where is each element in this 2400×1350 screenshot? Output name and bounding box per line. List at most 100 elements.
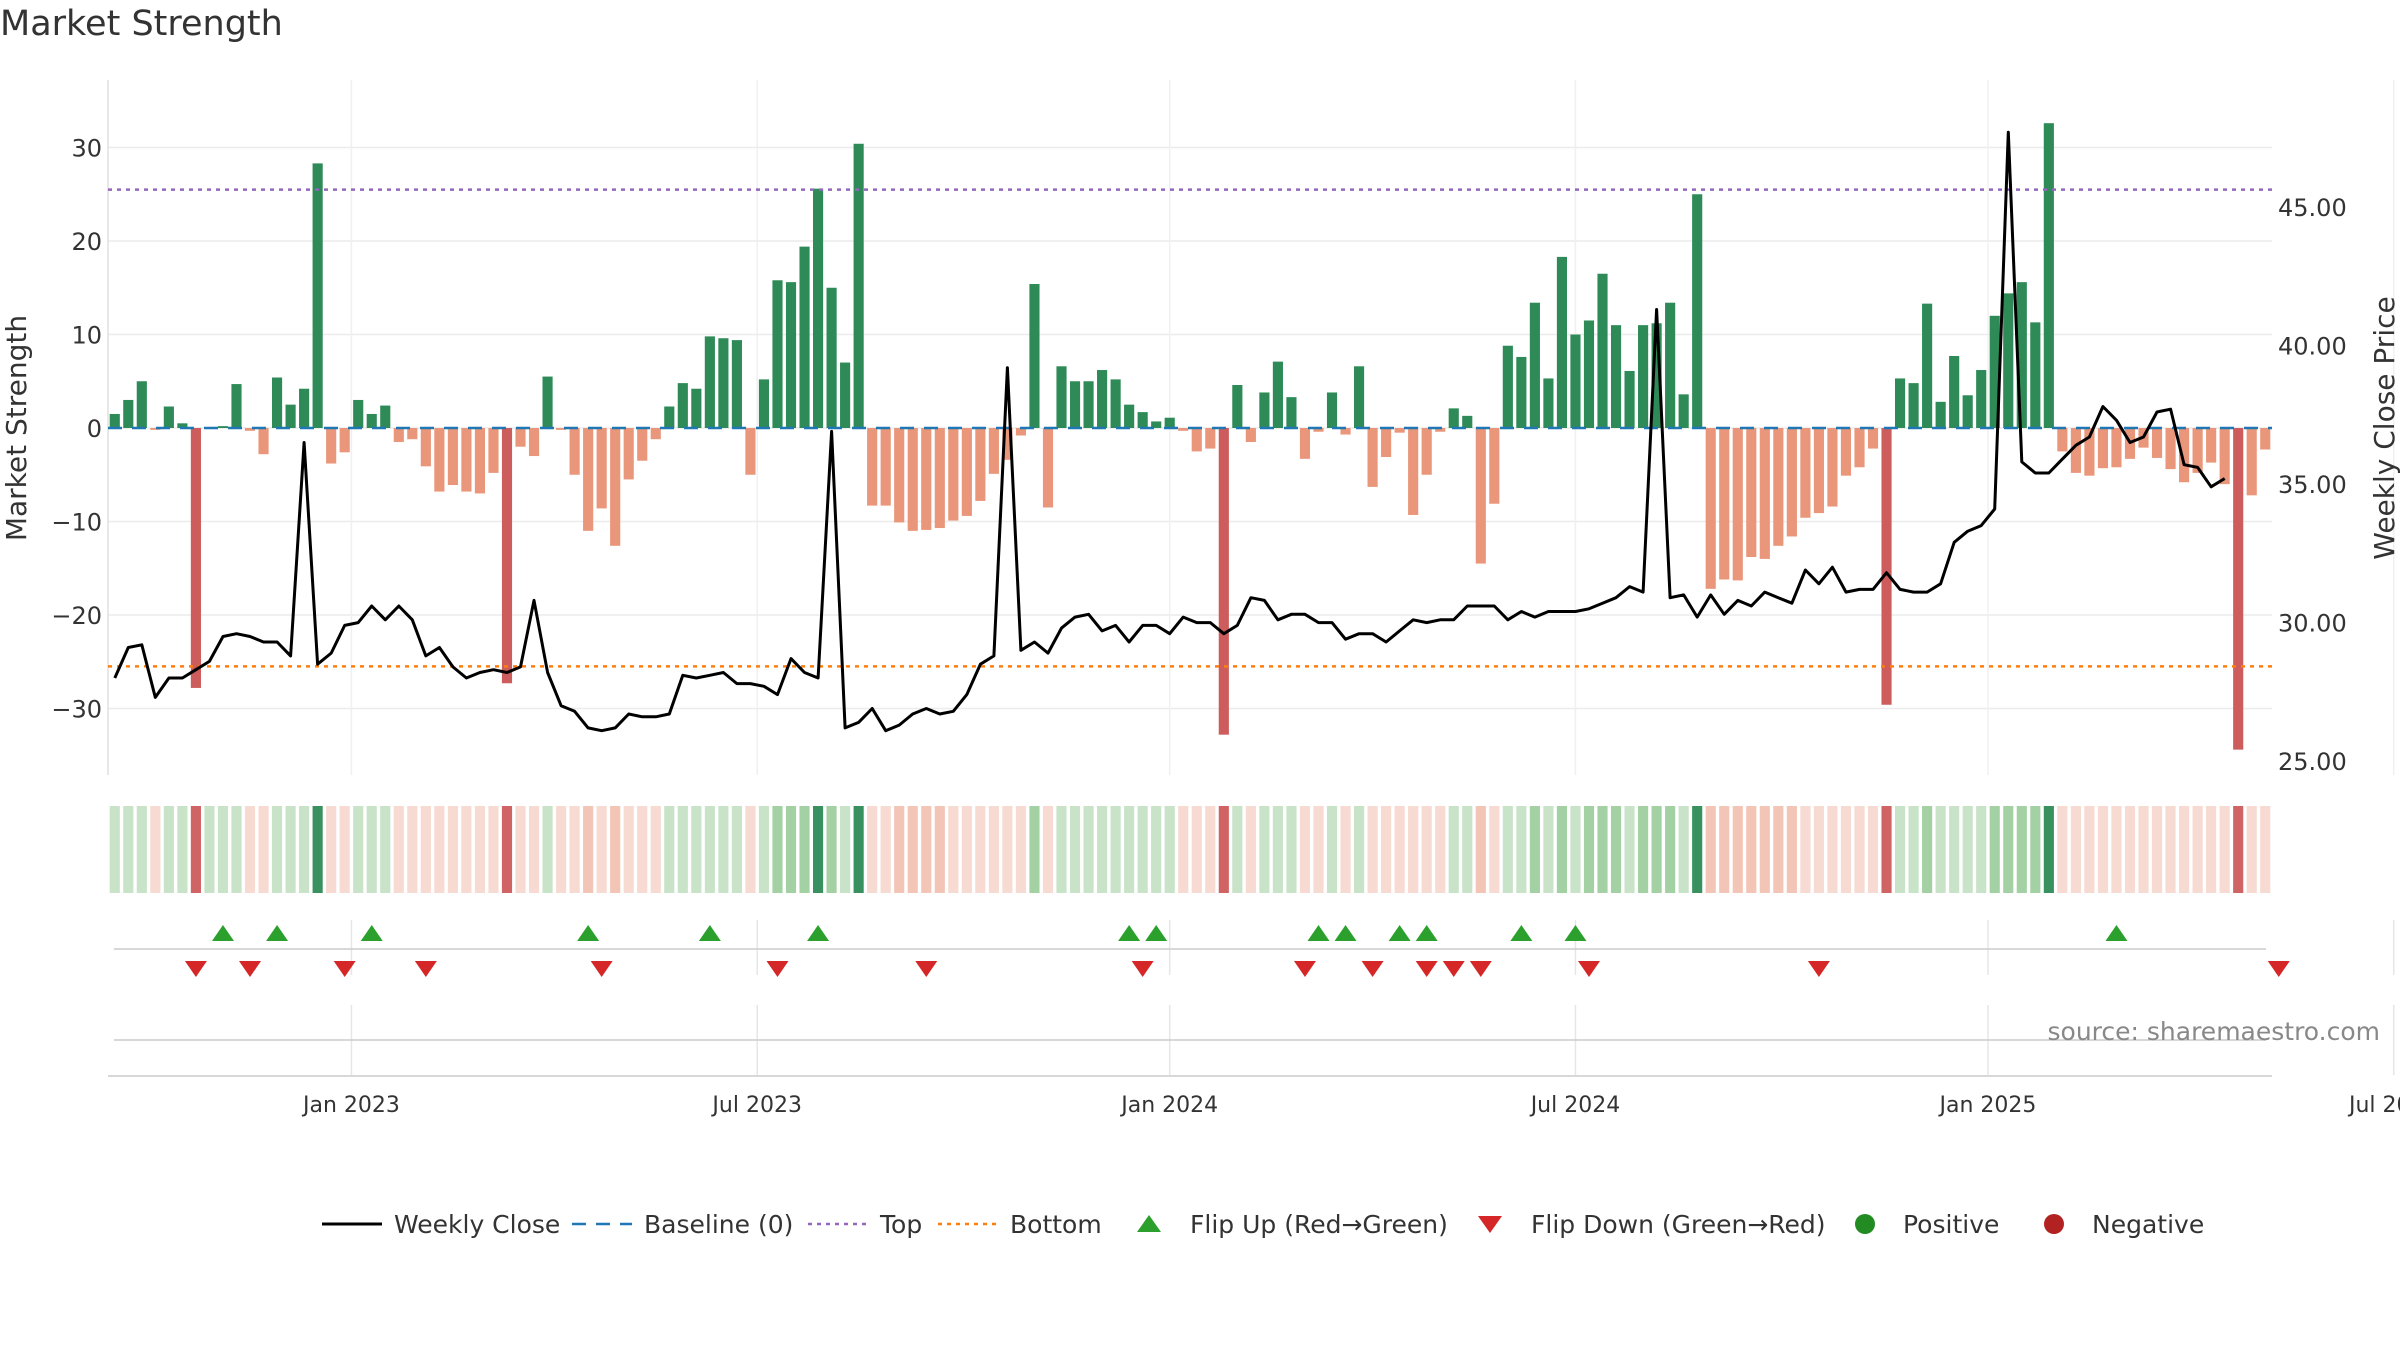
heat-cell [2192,806,2203,893]
strength-bar [718,338,729,428]
heat-cell [1015,806,1027,893]
strength-bar [542,376,553,428]
strength-bar [691,388,702,428]
heat-cell [1137,806,1148,893]
heat-cell [1881,806,1892,893]
flip-down-marker [1131,961,1154,977]
x-axis: Jan 2023 Jul 2023 Jan 2024 Jul 2024 Jan 2025… [108,1039,2400,1118]
heat-cell [637,806,648,893]
strength-bar [2097,428,2109,469]
strength-bar [880,428,891,506]
strength-bar [1178,428,1189,431]
strength-bar [772,280,783,428]
legend-item: Flip Down (Green→Red) [1478,1210,1826,1239]
strength-bar [312,163,323,428]
heat-cell [812,806,824,893]
heat-cell [1218,806,1229,893]
heat-cell [1151,806,1162,893]
legend: Weekly Close Baseline (0) Top Bottom Flip Up… [322,1210,2204,1239]
strength-bar [1976,370,1987,428]
heat-cell [434,806,445,893]
strength-bar [840,362,851,428]
strength-bar [1502,345,1513,428]
legend-label: Top [879,1210,922,1239]
strength-bar [2003,293,2014,428]
heat-cell [1570,806,1581,893]
strength-bar [2192,428,2203,473]
strength-bar [664,406,675,428]
strength-bar [1245,428,1256,443]
flip-up-marker [807,925,830,941]
heat-cell [1908,806,1919,893]
flip-down-marker [2267,961,2290,977]
strength-bar [488,428,499,473]
heat-cell [1678,806,1689,893]
strength-bar [1989,315,2000,428]
strength-bar [1489,428,1500,504]
strength-bar [745,428,756,475]
heat-cell [718,806,729,893]
strength-bar [1678,394,1689,428]
x-tick-label: Jan 2024 [1119,1093,1218,1118]
heat-cell [1191,806,1202,893]
heat-cell [1408,806,1419,893]
heat-cell [921,806,932,893]
strength-bar [623,428,634,480]
strength-bar [1867,428,1879,449]
heat-cell [1245,806,1256,893]
heat-cell [217,806,229,893]
heat-cell [1489,806,1500,893]
flip-markers [114,925,2290,977]
strength-bar [1962,395,1973,428]
heat-cell [2179,806,2190,893]
heat-cell [312,806,323,893]
legend-circle-icon [2044,1214,2064,1234]
strength-bar [1097,370,1108,428]
heat-cell [447,806,458,893]
flip-down-marker [414,961,437,977]
flip-down-marker [239,961,262,977]
heat-cell [1705,806,1716,893]
legend-item: Negative [2044,1210,2204,1239]
heat-cell [528,806,540,893]
heat-cell [1759,806,1770,893]
strength-bar [826,287,837,428]
flip-down-marker [590,961,613,977]
strength-bar [1137,412,1148,428]
heat-cell [1556,806,1568,893]
y-tick-label-left: 10 [71,322,102,350]
strength-bar [420,428,431,467]
flip-down-marker [915,961,938,977]
x-tick-label: Jul 2024 [1529,1093,1621,1118]
legend-triangle-up-icon [1137,1215,1161,1232]
heat-cell [1435,806,1446,893]
strength-bar [583,428,594,531]
heat-cell [1786,806,1797,893]
y-tick-label-left: −20 [51,602,102,630]
heat-cell [326,806,337,893]
heat-cell [1056,806,1067,893]
strength-bar [1475,428,1486,564]
y-tick-label-left: −10 [51,509,102,537]
flip-up-marker [211,925,234,941]
strength-bar [2057,428,2068,452]
heat-cell [1583,806,1595,893]
heat-cell [664,806,675,893]
heat-cell [1719,806,1730,893]
flip-up-marker [1145,925,1168,941]
strength-bar [123,399,134,428]
heat-cell [1922,806,1933,893]
strength-bar [150,428,161,430]
strength-bar [1692,194,1703,428]
flip-up-marker [1415,925,1438,941]
heat-cell [785,806,797,893]
heat-cell [1259,806,1270,893]
flip-up-marker [1118,925,1141,941]
legend-label: Bottom [1010,1210,1102,1239]
strength-bar [1827,428,1838,507]
legend-item: Weekly Close [322,1210,560,1239]
strength-bar [353,399,364,428]
strength-bar [2016,282,2027,428]
strength-bar [556,428,567,430]
heat-cell [569,806,580,893]
